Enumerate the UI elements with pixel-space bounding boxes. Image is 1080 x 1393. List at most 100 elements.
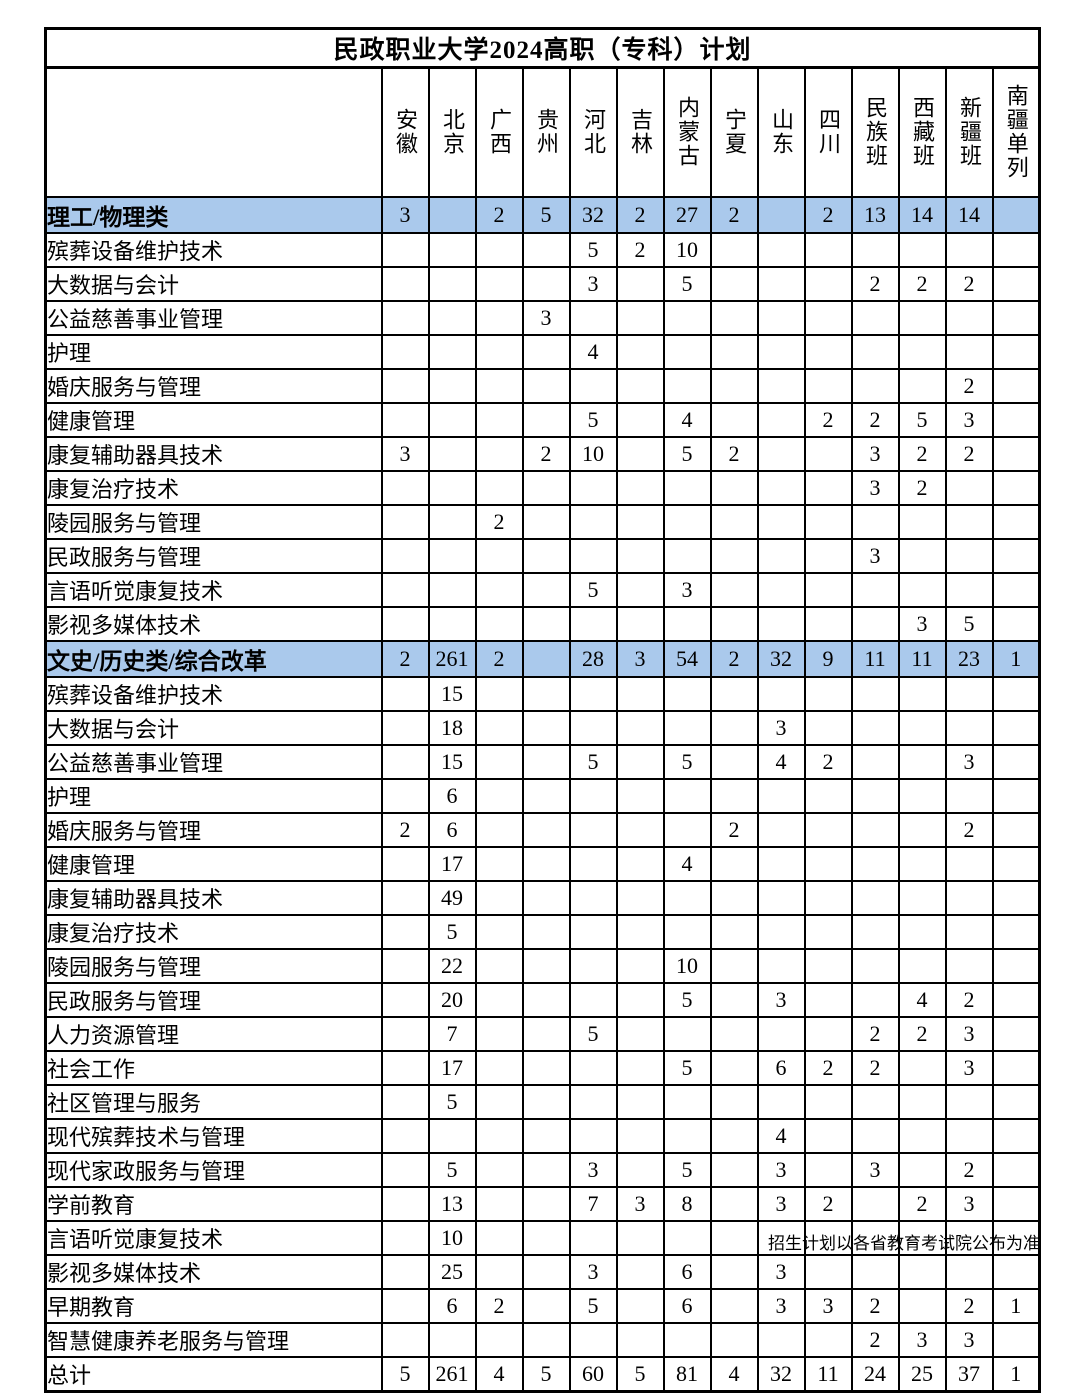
plan-count-cell: 14 bbox=[944, 195, 994, 234]
column-header: 新疆班 bbox=[944, 66, 994, 198]
plan-count-cell bbox=[756, 231, 806, 268]
plan-count-cell bbox=[709, 537, 759, 574]
column-header-label: 安徽 bbox=[393, 108, 418, 157]
row-label: 言语听觉康复技术 bbox=[44, 1219, 383, 1256]
plan-count-cell bbox=[615, 367, 665, 404]
plan-count-cell: 13 bbox=[850, 195, 900, 234]
plan-count-cell: 5 bbox=[380, 1355, 430, 1392]
plan-count-cell bbox=[897, 947, 947, 984]
plan-count-cell bbox=[474, 231, 524, 268]
plan-count-cell bbox=[380, 1287, 430, 1324]
plan-count-cell: 2 bbox=[803, 1049, 853, 1086]
plan-count-cell bbox=[615, 811, 665, 848]
row-label: 婚庆服务与管理 bbox=[44, 811, 383, 848]
plan-count-cell bbox=[568, 709, 618, 746]
plan-count-cell bbox=[474, 1253, 524, 1290]
plan-count-cell bbox=[850, 1185, 900, 1222]
plan-count-cell bbox=[991, 1083, 1041, 1120]
row-label: 殡葬设备维护技术 bbox=[44, 231, 383, 268]
column-header-label: 新疆班 bbox=[957, 96, 982, 169]
row-label: 总计 bbox=[44, 1355, 383, 1392]
plan-count-cell bbox=[709, 503, 759, 540]
plan-count-cell: 2 bbox=[521, 435, 571, 472]
plan-count-cell: 6 bbox=[662, 1253, 712, 1290]
plan-count-cell bbox=[991, 947, 1041, 984]
plan-count-cell: 3 bbox=[897, 1321, 947, 1358]
plan-count-cell bbox=[897, 1151, 947, 1188]
plan-count-cell: 5 bbox=[427, 1083, 477, 1120]
column-header: 贵州 bbox=[521, 66, 571, 198]
plan-count-cell: 20 bbox=[427, 981, 477, 1018]
plan-count-cell bbox=[709, 1015, 759, 1052]
plan-count-cell bbox=[568, 981, 618, 1018]
plan-count-cell bbox=[474, 1151, 524, 1188]
plan-count-cell: 3 bbox=[756, 1287, 806, 1324]
plan-count-cell bbox=[568, 777, 618, 814]
plan-count-cell bbox=[756, 435, 806, 472]
plan-count-cell bbox=[756, 777, 806, 814]
plan-count-cell bbox=[991, 401, 1041, 438]
plan-count-cell bbox=[615, 1321, 665, 1358]
plan-count-cell bbox=[944, 1083, 994, 1120]
plan-count-cell bbox=[850, 743, 900, 780]
plan-count-cell bbox=[756, 571, 806, 608]
plan-count-cell bbox=[803, 1117, 853, 1154]
header-row: 安徽 北京 广西 贵州 河北 吉林 内蒙古 宁夏 山东 四川 民族班 西藏班 新疆班 南疆单列 bbox=[44, 66, 1041, 198]
column-header-label: 西藏班 bbox=[910, 96, 935, 169]
plan-count-cell bbox=[662, 1321, 712, 1358]
plan-count-cell bbox=[897, 1253, 947, 1290]
plan-count-cell bbox=[521, 401, 571, 438]
table-row: 学前教育 13 7 3 8 3 2 2 3 bbox=[44, 1185, 1041, 1222]
plan-count-cell bbox=[709, 947, 759, 984]
plan-count-cell bbox=[803, 469, 853, 506]
plan-count-cell bbox=[991, 1151, 1041, 1188]
plan-count-cell bbox=[521, 265, 571, 302]
plan-count-cell: 4 bbox=[568, 333, 618, 370]
enrollment-plan-table: 民政职业大学2024高职（专科）计划 安徽 北京 广西 贵州 河北 吉林 内蒙古 宁夏 山东 四川… bbox=[44, 27, 1041, 1393]
plan-count-cell bbox=[897, 1219, 947, 1256]
plan-count-cell bbox=[615, 571, 665, 608]
table-row: 殡葬设备维护技术 15 bbox=[44, 675, 1041, 712]
plan-count-cell bbox=[380, 503, 430, 540]
plan-count-cell: 3 bbox=[944, 1049, 994, 1086]
plan-count-cell: 3 bbox=[850, 469, 900, 506]
plan-count-cell: 3 bbox=[944, 401, 994, 438]
plan-count-cell: 261 bbox=[427, 1355, 477, 1392]
plan-count-cell bbox=[474, 709, 524, 746]
plan-count-cell bbox=[897, 367, 947, 404]
plan-count-cell: 60 bbox=[568, 1355, 618, 1392]
plan-count-cell bbox=[803, 1321, 853, 1358]
plan-count-cell bbox=[709, 605, 759, 642]
plan-count-cell bbox=[474, 845, 524, 882]
plan-count-cell bbox=[474, 333, 524, 370]
plan-count-cell bbox=[662, 777, 712, 814]
plan-count-cell: 2 bbox=[850, 1015, 900, 1052]
column-header-label: 河北 bbox=[581, 108, 606, 157]
plan-count-cell: 11 bbox=[897, 639, 947, 678]
plan-count-cell: 3 bbox=[568, 1253, 618, 1290]
plan-count-cell bbox=[709, 401, 759, 438]
table-row: 影视多媒体技术 25 3 6 3 bbox=[44, 1253, 1041, 1290]
plan-count-cell bbox=[991, 1321, 1041, 1358]
plan-count-cell bbox=[521, 469, 571, 506]
plan-count-cell bbox=[944, 709, 994, 746]
plan-count-cell bbox=[568, 605, 618, 642]
plan-count-cell bbox=[991, 879, 1041, 916]
plan-count-cell: 17 bbox=[427, 845, 477, 882]
plan-count-cell: 5 bbox=[568, 401, 618, 438]
column-header: 宁夏 bbox=[709, 66, 759, 198]
plan-count-cell: 15 bbox=[427, 743, 477, 780]
table-row: 公益慈善事业管理 15 5 5 4 2 3 bbox=[44, 743, 1041, 780]
plan-count-cell bbox=[521, 537, 571, 574]
table-row: 康复治疗技术 3 2 bbox=[44, 469, 1041, 506]
plan-count-cell bbox=[991, 537, 1041, 574]
plan-count-cell bbox=[850, 299, 900, 336]
plan-count-cell bbox=[474, 537, 524, 574]
plan-count-cell: 3 bbox=[615, 639, 665, 678]
plan-count-cell bbox=[803, 435, 853, 472]
plan-count-cell: 3 bbox=[756, 709, 806, 746]
plan-count-cell: 3 bbox=[944, 1185, 994, 1222]
plan-count-cell bbox=[991, 709, 1041, 746]
plan-count-cell: 3 bbox=[850, 537, 900, 574]
table-row: 公益慈善事业管理 3 bbox=[44, 299, 1041, 336]
